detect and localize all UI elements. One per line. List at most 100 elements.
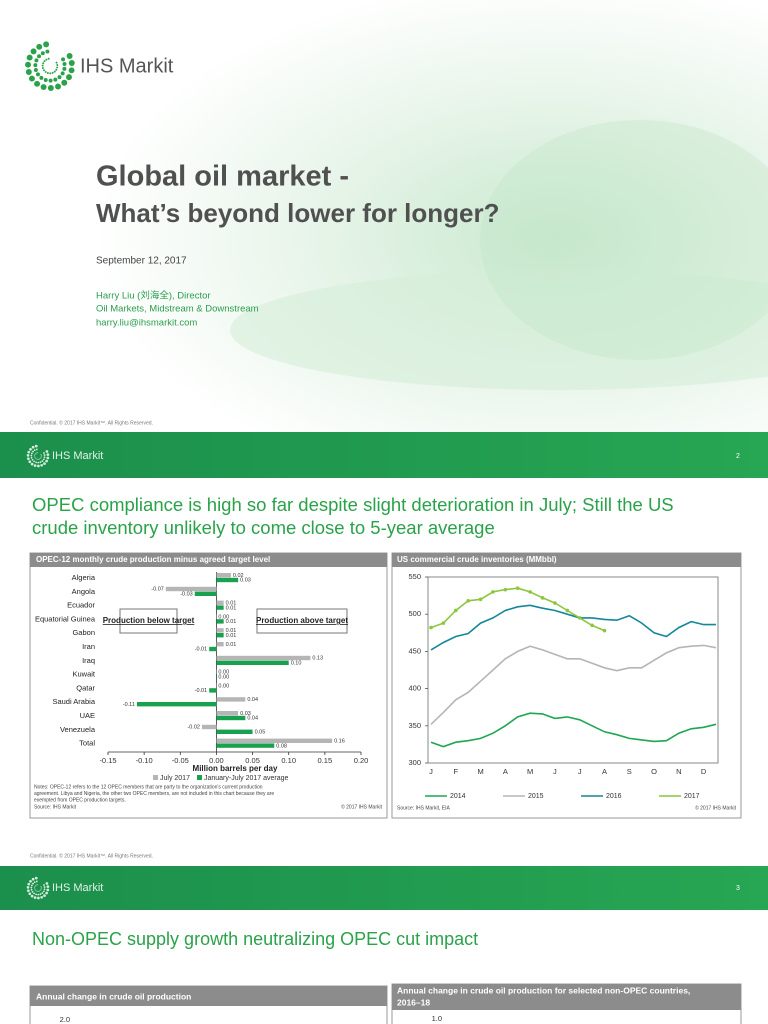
logo-dot bbox=[30, 886, 33, 889]
logo-dot bbox=[41, 892, 44, 894]
logo-dot bbox=[40, 457, 42, 459]
bar bbox=[216, 669, 218, 674]
x-tick-label: M bbox=[527, 767, 533, 776]
logo-dot bbox=[37, 890, 39, 892]
x-tick-label: J bbox=[429, 767, 433, 776]
logo-dot bbox=[43, 60, 46, 63]
logo-dot bbox=[40, 455, 42, 456]
line bbox=[430, 644, 717, 725]
logo-dot bbox=[37, 464, 40, 468]
y-tick-label: Iraq bbox=[82, 656, 95, 665]
logo-dot bbox=[26, 454, 30, 457]
x-tick-label: O bbox=[651, 767, 657, 776]
logo-dot bbox=[40, 889, 42, 891]
logo-dot bbox=[37, 893, 40, 896]
logo-dot bbox=[40, 888, 42, 890]
logo-dot bbox=[36, 458, 38, 460]
logo-dot bbox=[31, 877, 35, 881]
legend-swatch bbox=[153, 775, 158, 780]
logo-dot bbox=[61, 79, 68, 86]
copyright: © 2017 IHS Markit bbox=[695, 804, 737, 811]
chart-title: US commercial crude inventories (MMbbl) bbox=[397, 555, 557, 564]
line bbox=[430, 604, 716, 651]
marker bbox=[528, 590, 532, 594]
logo-dot bbox=[35, 885, 36, 887]
y-tick-label: Ecuador bbox=[67, 601, 95, 610]
logo-dot bbox=[42, 890, 45, 893]
bar bbox=[216, 600, 224, 605]
logo-dot bbox=[39, 461, 42, 464]
bar bbox=[216, 577, 239, 583]
title: Global oil market - bbox=[96, 161, 349, 193]
logo-dot bbox=[36, 890, 38, 892]
logo-dot bbox=[34, 456, 36, 458]
x-tick-label: -0.05 bbox=[172, 756, 189, 765]
note: Notes: OPEC-12 refers to the 12 OPEC mem… bbox=[34, 784, 263, 790]
chart-title-bar bbox=[392, 553, 741, 567]
logo-dot bbox=[35, 72, 40, 77]
logo-dot bbox=[34, 80, 41, 87]
x-axis-label: Million barrels per day bbox=[193, 764, 278, 773]
annotation-box bbox=[256, 608, 348, 634]
logo-dot bbox=[39, 458, 41, 459]
logo-dot bbox=[53, 70, 56, 73]
marker bbox=[429, 625, 433, 630]
logo-dot bbox=[45, 882, 49, 885]
x-tick-label: 0.00 bbox=[209, 756, 224, 765]
bar bbox=[216, 642, 224, 647]
logo-dot bbox=[36, 43, 43, 50]
marker bbox=[491, 590, 495, 594]
logo-dot bbox=[43, 884, 45, 886]
logo-dot bbox=[56, 66, 59, 69]
x-tick-label: J bbox=[553, 767, 557, 776]
logo-dot bbox=[29, 448, 32, 451]
x-tick-label: D bbox=[701, 767, 707, 776]
legend-label: January-July 2017 average bbox=[204, 775, 289, 782]
value-label: 0.01 bbox=[226, 619, 237, 625]
logo-dot bbox=[41, 67, 44, 69]
y-tick-label: Iran bbox=[82, 642, 95, 651]
logo-dot bbox=[35, 890, 37, 892]
page-number: 3 bbox=[736, 885, 740, 892]
logo-dot bbox=[29, 880, 32, 883]
x-tick-label: M bbox=[477, 767, 483, 776]
value-label: 0.00 bbox=[218, 674, 229, 680]
logo-text: IHS Markit bbox=[52, 450, 103, 462]
logo-dot bbox=[48, 78, 53, 83]
y-tick-label: 2.0 bbox=[60, 1015, 70, 1024]
logo-dot bbox=[40, 895, 43, 899]
bar bbox=[209, 688, 217, 693]
y-tick-label: Total bbox=[79, 739, 95, 748]
value-label: 0.01 bbox=[226, 600, 237, 606]
logo-dot bbox=[43, 886, 46, 888]
logo-dot bbox=[40, 463, 43, 467]
logo-dot bbox=[38, 458, 40, 460]
logo-dot bbox=[66, 74, 72, 81]
logo-dot bbox=[49, 72, 52, 75]
marker bbox=[478, 597, 483, 602]
logo-text: IHS Markit bbox=[80, 55, 174, 77]
logo-dot bbox=[35, 880, 38, 883]
annotation-box bbox=[119, 608, 178, 634]
logo-dot bbox=[33, 449, 36, 452]
y-tick-label: Equatorial Guinea bbox=[35, 614, 96, 623]
logo-dot bbox=[35, 884, 37, 886]
logo-dot bbox=[40, 84, 47, 91]
logo-dot bbox=[33, 464, 37, 467]
bar bbox=[216, 697, 246, 702]
logo-dot bbox=[33, 896, 37, 899]
logo-dot bbox=[37, 54, 42, 59]
logo-dot bbox=[45, 459, 48, 463]
x-tick-label: 0.15 bbox=[318, 756, 333, 765]
bar bbox=[216, 660, 289, 665]
logo-dot bbox=[37, 896, 40, 900]
logo-dot bbox=[31, 445, 35, 449]
bar bbox=[216, 743, 275, 748]
logo-dot bbox=[26, 886, 30, 889]
chart-title: 2016–18 bbox=[397, 997, 430, 1007]
chart-title: OPEC-12 monthly crude production minus a… bbox=[36, 555, 270, 564]
logo-dot bbox=[43, 41, 50, 48]
logo-dot bbox=[27, 889, 30, 893]
logo-dot bbox=[62, 62, 67, 66]
